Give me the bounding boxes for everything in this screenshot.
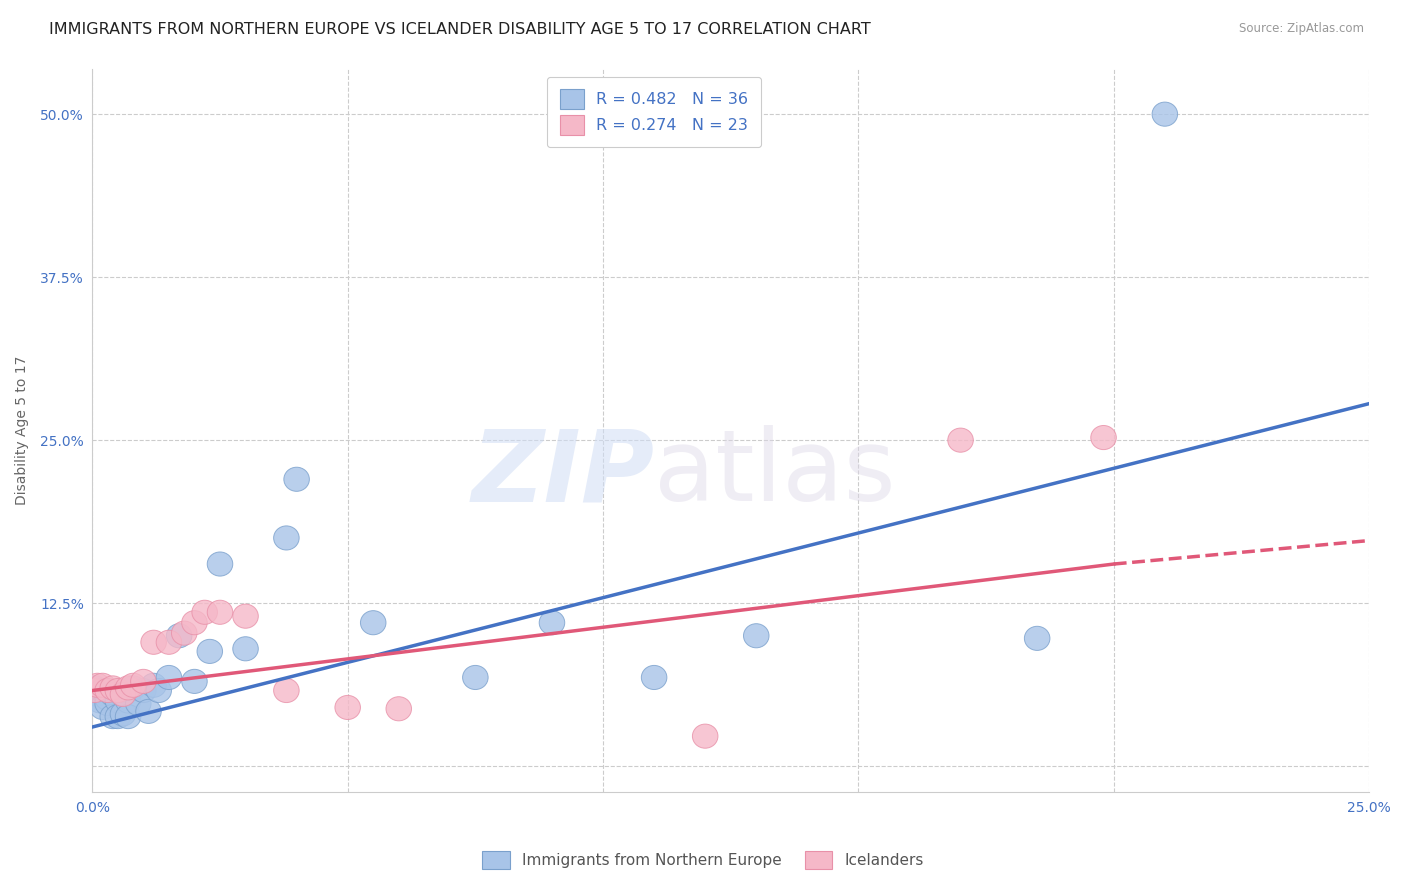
Ellipse shape xyxy=(233,604,259,628)
Ellipse shape xyxy=(90,679,115,703)
Ellipse shape xyxy=(90,673,115,698)
Ellipse shape xyxy=(100,682,125,706)
Ellipse shape xyxy=(100,676,125,700)
Ellipse shape xyxy=(87,689,112,713)
Ellipse shape xyxy=(141,673,166,698)
Ellipse shape xyxy=(191,600,218,624)
Ellipse shape xyxy=(156,665,181,690)
Ellipse shape xyxy=(146,679,172,703)
Ellipse shape xyxy=(207,600,233,624)
Ellipse shape xyxy=(115,705,141,729)
Ellipse shape xyxy=(197,640,222,664)
Ellipse shape xyxy=(82,679,108,703)
Ellipse shape xyxy=(274,526,299,550)
Ellipse shape xyxy=(1152,102,1178,127)
Ellipse shape xyxy=(131,679,156,703)
Ellipse shape xyxy=(94,686,121,710)
Ellipse shape xyxy=(121,676,146,700)
Ellipse shape xyxy=(207,552,233,576)
Ellipse shape xyxy=(744,624,769,648)
Legend: Immigrants from Northern Europe, Icelanders: Immigrants from Northern Europe, Iceland… xyxy=(477,845,929,875)
Ellipse shape xyxy=(115,676,141,700)
Ellipse shape xyxy=(115,689,141,713)
Ellipse shape xyxy=(540,611,565,635)
Ellipse shape xyxy=(1091,425,1116,450)
Ellipse shape xyxy=(360,611,387,635)
Ellipse shape xyxy=(1025,626,1050,650)
Text: Source: ZipAtlas.com: Source: ZipAtlas.com xyxy=(1239,22,1364,36)
Ellipse shape xyxy=(141,631,166,655)
Ellipse shape xyxy=(110,682,136,706)
Ellipse shape xyxy=(463,665,488,690)
Ellipse shape xyxy=(100,705,125,729)
Ellipse shape xyxy=(641,665,666,690)
Ellipse shape xyxy=(84,682,110,706)
Ellipse shape xyxy=(121,673,146,698)
Ellipse shape xyxy=(335,696,360,720)
Ellipse shape xyxy=(181,611,207,635)
Ellipse shape xyxy=(136,699,162,723)
Legend: R = 0.482   N = 36, R = 0.274   N = 23: R = 0.482 N = 36, R = 0.274 N = 23 xyxy=(547,77,761,147)
Ellipse shape xyxy=(125,691,150,715)
Ellipse shape xyxy=(84,673,110,698)
Ellipse shape xyxy=(105,689,131,713)
Ellipse shape xyxy=(82,676,108,700)
Ellipse shape xyxy=(94,679,121,703)
Ellipse shape xyxy=(110,702,136,726)
Ellipse shape xyxy=(105,705,131,729)
Text: ZIP: ZIP xyxy=(471,425,654,523)
Ellipse shape xyxy=(110,682,136,706)
Ellipse shape xyxy=(156,631,181,655)
Ellipse shape xyxy=(233,637,259,661)
Ellipse shape xyxy=(181,669,207,693)
Text: atlas: atlas xyxy=(654,425,896,523)
Ellipse shape xyxy=(387,697,412,721)
Y-axis label: Disability Age 5 to 17: Disability Age 5 to 17 xyxy=(15,356,30,505)
Ellipse shape xyxy=(948,428,973,452)
Ellipse shape xyxy=(172,621,197,645)
Ellipse shape xyxy=(692,724,718,748)
Ellipse shape xyxy=(90,696,115,720)
Ellipse shape xyxy=(274,679,299,703)
Ellipse shape xyxy=(94,691,121,715)
Ellipse shape xyxy=(131,669,156,693)
Ellipse shape xyxy=(284,467,309,491)
Ellipse shape xyxy=(166,624,191,648)
Ellipse shape xyxy=(105,679,131,703)
Text: IMMIGRANTS FROM NORTHERN EUROPE VS ICELANDER DISABILITY AGE 5 TO 17 CORRELATION : IMMIGRANTS FROM NORTHERN EUROPE VS ICELA… xyxy=(49,22,870,37)
